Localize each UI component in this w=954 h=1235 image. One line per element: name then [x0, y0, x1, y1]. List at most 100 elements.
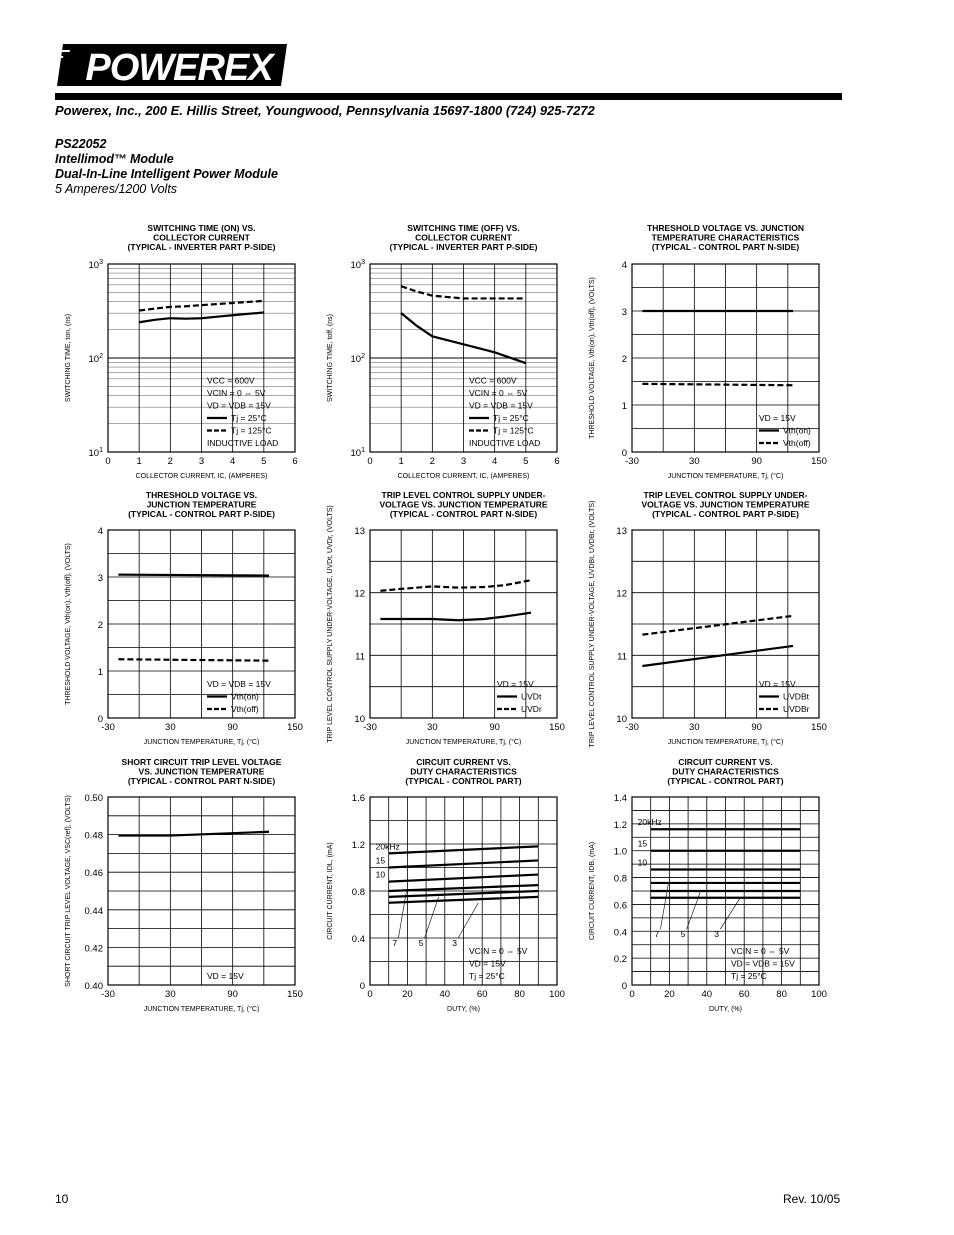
curve-leader	[720, 897, 741, 930]
y-tick-label: 102	[89, 353, 104, 365]
series-line-10	[388, 873, 539, 883]
y-tick-label: 0	[622, 981, 627, 992]
x-tick-label: 20	[664, 989, 675, 1000]
legend-entry: VCC = 600V	[469, 376, 517, 386]
chart-title-line: COLLECTOR CURRENT	[415, 233, 512, 243]
x-axis-label: DUTY, (%)	[447, 1006, 480, 1013]
y-axis-label: THRESHOLD VOLTAGE, Vth(on), Vth(off), (V…	[589, 277, 596, 439]
legend-entry: Tj = 25°C	[731, 971, 767, 981]
chart-title-line: THRESHOLD VOLTAGE VS. JUNCTION	[647, 223, 804, 233]
y-tick-label: 11	[617, 651, 627, 662]
x-tick-label: 5	[523, 456, 528, 467]
series-line-3	[388, 895, 539, 904]
x-tick-label: 100	[549, 989, 565, 1000]
x-tick-label: 90	[751, 456, 762, 467]
series-line-vth-off-	[642, 382, 794, 387]
legend-entry: VD = VDB = 15V	[731, 959, 795, 969]
chart-title-line: SWITCHING TIME (OFF) VS.	[407, 223, 519, 233]
curve-leader	[686, 890, 701, 930]
legend-entry: Tj = 25°C	[469, 971, 505, 981]
part-number: PS22052	[55, 137, 107, 151]
curve-label: 15	[638, 839, 648, 849]
legend-entry: Vth(off)	[231, 704, 259, 714]
legend-entry: VCIN = 0 ⇔ 5V	[207, 388, 266, 398]
x-tick-label: 30	[689, 456, 700, 467]
y-tick-label: 103	[351, 259, 366, 271]
y-tick-label: 1.2	[614, 820, 627, 831]
chart-title-line: DUTY CHARACTERISTICS	[410, 767, 517, 777]
legend-entry: VD = 15V	[207, 971, 244, 981]
y-tick-label: 12	[354, 589, 365, 600]
legend-entry: UVDBr	[783, 704, 810, 714]
series-line-uvdbr	[642, 614, 794, 636]
chart-title-line: JUNCTION TEMPERATURE	[147, 500, 257, 510]
grid	[108, 797, 295, 985]
x-tick-label: 1	[137, 456, 142, 467]
x-axis-label: COLLECTOR CURRENT, IC, (AMPERES)	[136, 473, 268, 480]
chart-title-line: (TYPICAL - CONTROL PART N-SIDE)	[390, 509, 538, 519]
plot-frame	[107, 529, 296, 719]
x-tick-label: 6	[554, 456, 559, 467]
legend: VCC = 600V VCIN = 0 ⇔ 5V VD = VDB = 15V Tj …	[469, 376, 540, 448]
legend-entry: Tj = 25°C	[493, 413, 529, 423]
x-axis-label: COLLECTOR CURRENT, IC, (AMPERES)	[398, 473, 530, 480]
legend-entry: VCIN = 0 ⇔ 5V	[469, 388, 528, 398]
plot-frame	[369, 796, 558, 986]
curve-label: 3	[714, 929, 719, 939]
chart-title-line: VOLTAGE VS. JUNCTION TEMPERATURE	[641, 500, 809, 510]
chart-title-line: (TYPICAL - CONTROL PART P-SIDE)	[652, 509, 799, 519]
legend-entry: Vth(on)	[783, 426, 811, 436]
powerex-logo: POWEREX	[55, 44, 287, 89]
plot-frame	[631, 529, 820, 719]
x-tick-label: 30	[165, 989, 176, 1000]
x-tick-label: 90	[489, 722, 500, 733]
x-tick-label: -30	[101, 989, 115, 1000]
x-tick-label: -30	[363, 722, 377, 733]
chart-title-line: TEMPERATURE CHARACTERISTICS	[652, 233, 800, 243]
chart-title-line: THRESHOLD VOLTAGE VS.	[146, 490, 257, 500]
curve-label: 10	[376, 870, 386, 880]
chart-title-line: (TYPICAL - CONTROL PART N-SIDE)	[652, 242, 800, 252]
chart-title-line: VOLTAGE VS. JUNCTION TEMPERATURE	[379, 500, 547, 510]
x-tick-label: 1	[399, 456, 404, 467]
x-tick-label: 5	[261, 456, 266, 467]
header-rule	[55, 93, 842, 100]
legend-entry: Tj = 125°C	[493, 426, 534, 436]
y-tick-label: 1.6	[352, 793, 365, 804]
y-tick-label: 0.4	[614, 927, 627, 938]
chart-title-line: (TYPICAL - CONTROL PART)	[405, 776, 521, 786]
curve-label: 5	[681, 929, 686, 939]
y-axis-label: CIRCUIT CURRENT, IDB, (mA)	[589, 842, 596, 940]
y-tick-label: 1.0	[614, 847, 627, 858]
x-tick-label: 150	[811, 722, 827, 733]
legend-entry: INDUCTIVE LOAD	[207, 438, 278, 448]
x-tick-label: 20	[402, 989, 413, 1000]
curve-label: 20kHz	[376, 841, 400, 851]
curve-label: 5	[419, 938, 424, 948]
y-tick-label: 3	[98, 573, 103, 584]
legend-entry: INDUCTIVE LOAD	[469, 438, 540, 448]
series-line-tj-25-c	[138, 311, 264, 324]
curve-label: 20kHz	[638, 817, 662, 827]
curve-leader	[424, 896, 439, 938]
y-tick-label: 0.44	[85, 906, 104, 917]
y-tick-label: 4	[622, 260, 627, 271]
legend-entry: UVDt	[521, 692, 542, 702]
grid	[108, 264, 295, 452]
y-tick-label: 2	[98, 620, 103, 631]
series-line-vth-on-	[118, 573, 270, 577]
legend-entry: VD = 15V	[469, 959, 506, 969]
x-tick-label: 100	[811, 989, 827, 1000]
legend-entry: Tj = 125°C	[231, 426, 272, 436]
legend: VCC = 600V VCIN = 0 ⇔ 5V VD = VDB = 15V Tj …	[207, 376, 278, 448]
chart-title-line: (TYPICAL - INVERTER PART P-SIDE)	[128, 242, 276, 252]
y-tick-label: 0.50	[85, 793, 104, 804]
x-tick-label: 0	[367, 456, 372, 467]
y-tick-label: 0.8	[352, 887, 365, 898]
